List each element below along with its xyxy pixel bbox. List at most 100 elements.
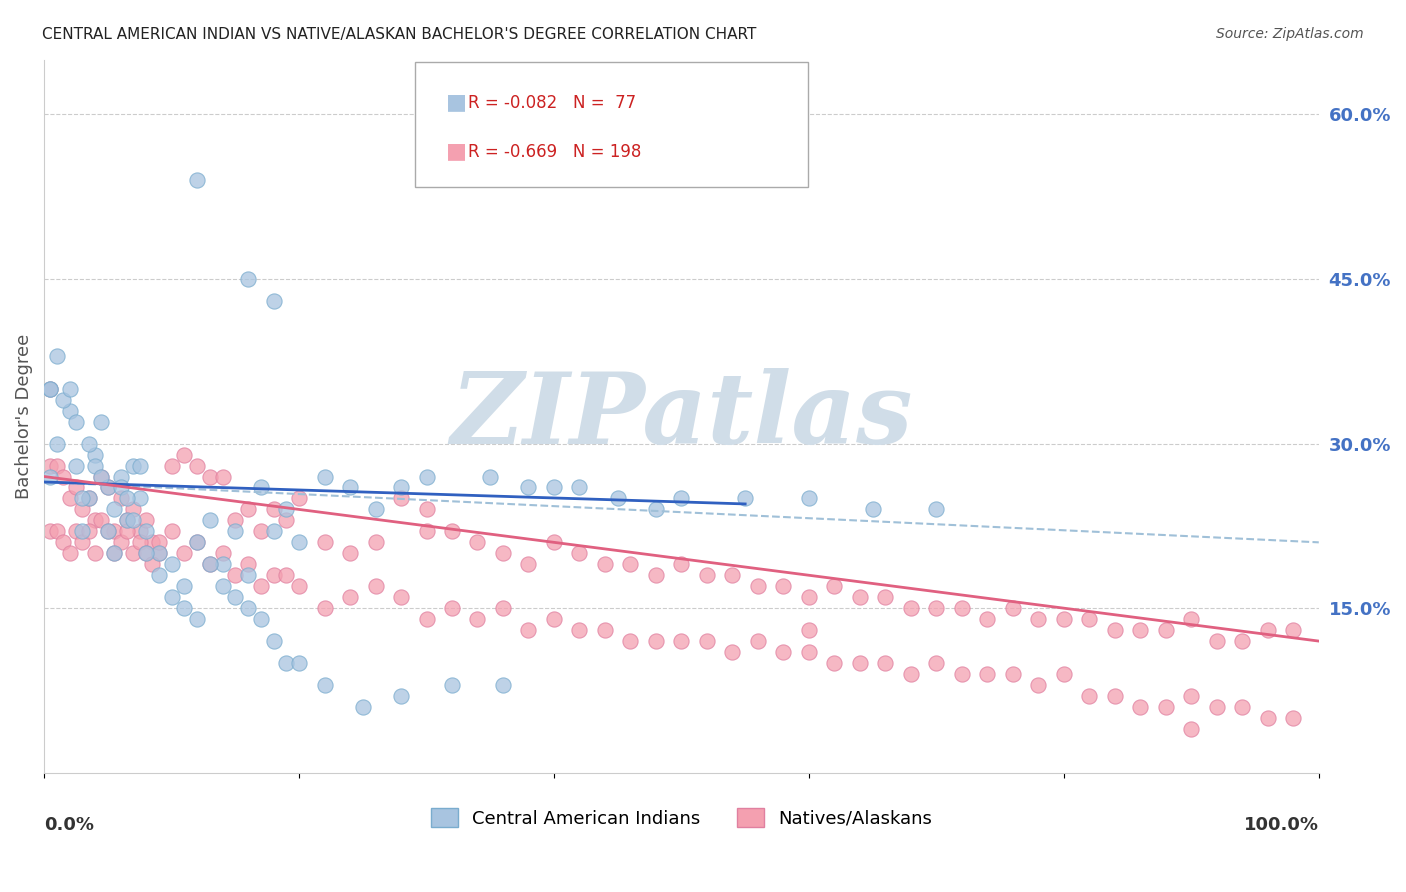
Point bbox=[339, 546, 361, 560]
Point bbox=[1205, 700, 1227, 714]
Point bbox=[90, 469, 112, 483]
Point bbox=[186, 535, 208, 549]
Point bbox=[925, 502, 948, 516]
Point bbox=[721, 568, 744, 582]
Point bbox=[976, 667, 998, 681]
Point bbox=[1001, 601, 1024, 615]
Point bbox=[1053, 612, 1076, 626]
Point bbox=[276, 513, 298, 527]
Point bbox=[141, 558, 163, 572]
Point bbox=[211, 469, 233, 483]
Point bbox=[115, 491, 138, 506]
Point bbox=[862, 502, 884, 516]
Point bbox=[59, 546, 82, 560]
Point bbox=[110, 469, 132, 483]
Point bbox=[1232, 700, 1254, 714]
Point bbox=[352, 700, 374, 714]
Point bbox=[1282, 623, 1305, 637]
Point bbox=[1180, 689, 1202, 703]
Point bbox=[39, 382, 62, 396]
Point bbox=[236, 272, 259, 286]
Point bbox=[263, 634, 285, 648]
Point bbox=[97, 481, 120, 495]
Point bbox=[186, 612, 208, 626]
Text: R = -0.082   N =  77: R = -0.082 N = 77 bbox=[468, 94, 637, 112]
Point bbox=[645, 502, 668, 516]
Point bbox=[186, 173, 208, 187]
Text: 100.0%: 100.0% bbox=[1244, 815, 1319, 833]
Point bbox=[415, 502, 437, 516]
Point bbox=[173, 546, 195, 560]
Point bbox=[415, 469, 437, 483]
Point bbox=[645, 568, 668, 582]
Point bbox=[568, 623, 591, 637]
Point bbox=[249, 481, 271, 495]
Point bbox=[59, 491, 82, 506]
Point bbox=[59, 403, 82, 417]
Point bbox=[389, 481, 412, 495]
Point bbox=[440, 524, 463, 539]
Point bbox=[823, 579, 845, 593]
Point bbox=[103, 524, 125, 539]
Point bbox=[875, 591, 897, 605]
Point bbox=[925, 601, 948, 615]
Point bbox=[1028, 612, 1050, 626]
Point bbox=[198, 469, 221, 483]
Point bbox=[84, 513, 107, 527]
Point bbox=[339, 591, 361, 605]
Point bbox=[65, 415, 87, 429]
Point bbox=[198, 513, 221, 527]
Point bbox=[696, 634, 718, 648]
Point bbox=[135, 524, 157, 539]
Point bbox=[1154, 623, 1177, 637]
Point bbox=[389, 591, 412, 605]
Point bbox=[593, 558, 616, 572]
Point bbox=[1129, 700, 1152, 714]
Point bbox=[148, 535, 170, 549]
Point bbox=[72, 491, 94, 506]
Point bbox=[39, 382, 62, 396]
Point bbox=[797, 591, 820, 605]
Point bbox=[1078, 612, 1101, 626]
Point bbox=[314, 535, 336, 549]
Point bbox=[97, 524, 120, 539]
Point bbox=[90, 513, 112, 527]
Point bbox=[160, 458, 183, 473]
Point bbox=[236, 568, 259, 582]
Text: Source: ZipAtlas.com: Source: ZipAtlas.com bbox=[1216, 27, 1364, 41]
Point bbox=[364, 502, 387, 516]
Point bbox=[1282, 711, 1305, 725]
Point bbox=[543, 481, 565, 495]
Point bbox=[122, 458, 145, 473]
Point bbox=[65, 481, 87, 495]
Point bbox=[288, 491, 311, 506]
Point bbox=[135, 546, 157, 560]
Point bbox=[135, 546, 157, 560]
Point bbox=[1028, 678, 1050, 692]
Point bbox=[517, 481, 540, 495]
Point bbox=[849, 591, 872, 605]
Point bbox=[364, 535, 387, 549]
Point bbox=[568, 481, 591, 495]
Point bbox=[236, 502, 259, 516]
Point bbox=[84, 546, 107, 560]
Point bbox=[45, 524, 67, 539]
Point bbox=[103, 546, 125, 560]
Point bbox=[492, 678, 515, 692]
Point bbox=[84, 448, 107, 462]
Point bbox=[734, 491, 756, 506]
Point bbox=[925, 656, 948, 670]
Point bbox=[276, 502, 298, 516]
Point bbox=[77, 491, 100, 506]
Point bbox=[135, 513, 157, 527]
Point bbox=[65, 458, 87, 473]
Point bbox=[1257, 711, 1279, 725]
Point bbox=[645, 634, 668, 648]
Point bbox=[249, 612, 271, 626]
Point bbox=[467, 612, 489, 626]
Point bbox=[849, 656, 872, 670]
Point bbox=[90, 469, 112, 483]
Point bbox=[148, 546, 170, 560]
Point bbox=[45, 458, 67, 473]
Point bbox=[492, 601, 515, 615]
